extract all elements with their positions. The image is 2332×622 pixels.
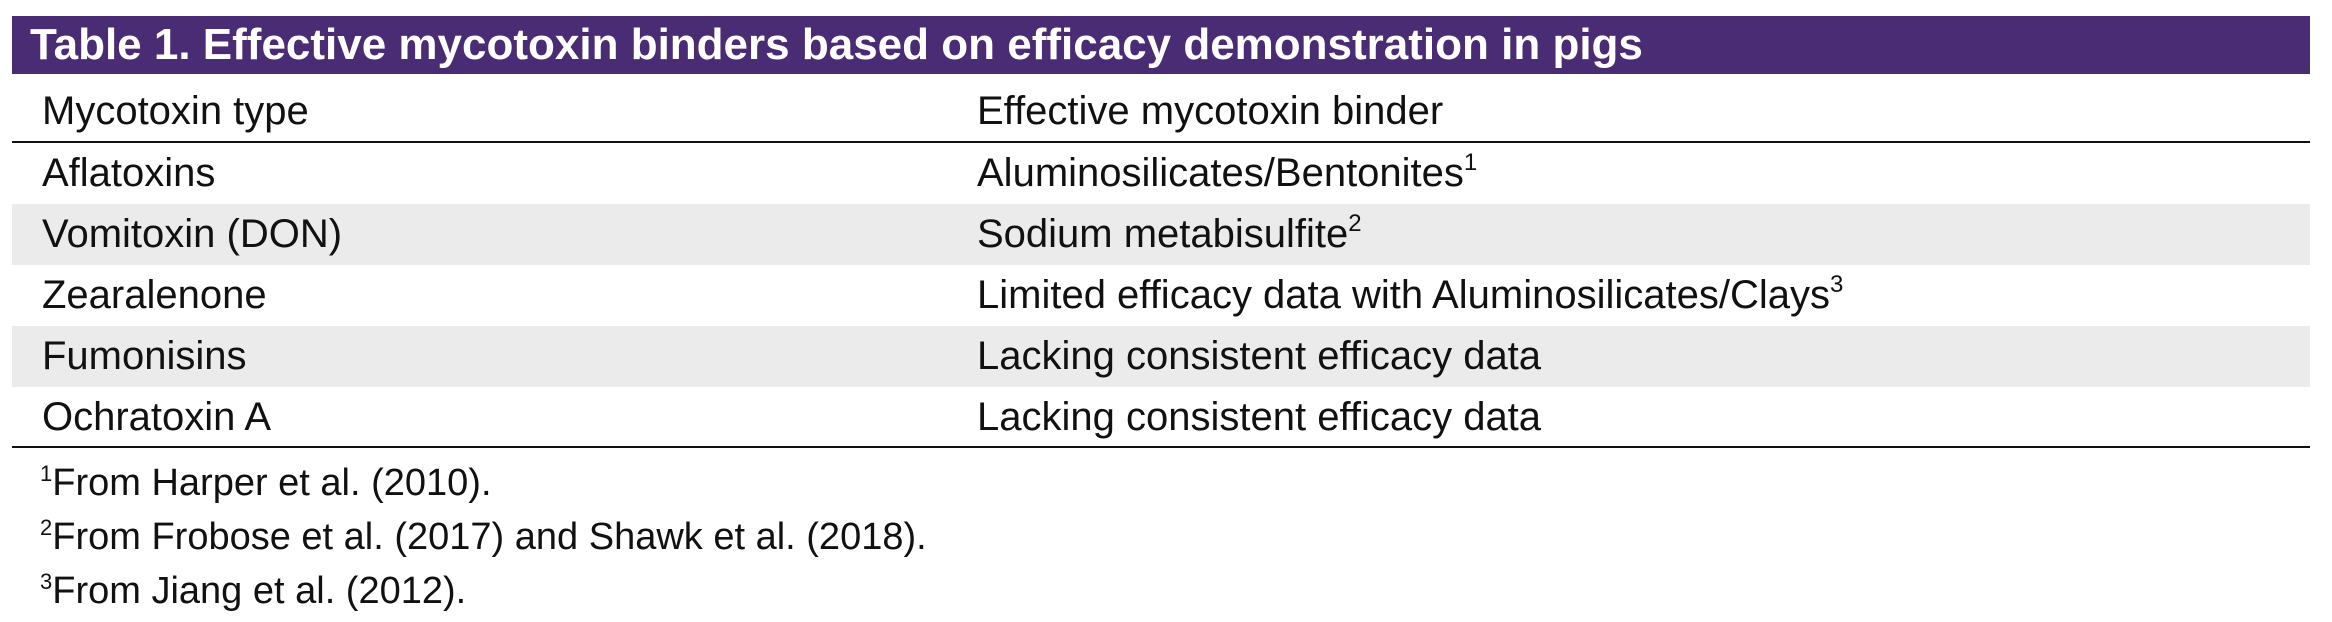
footnote: 2From Frobose et al. (2017) and Shawk et… bbox=[40, 510, 927, 564]
footnote-mark: 2 bbox=[40, 515, 53, 540]
binder-text: Sodium metabisulfite bbox=[977, 212, 1349, 256]
footnote-text: From Frobose et al. (2017) and Shawk et … bbox=[52, 516, 927, 558]
footnote-text: From Jiang et al. (2012). bbox=[52, 570, 467, 612]
table-bottom-divider bbox=[12, 446, 2310, 448]
table-body: Aflatoxins Aluminosilicates/Bentonites1 … bbox=[12, 143, 2310, 448]
footnote-ref: 2 bbox=[1348, 210, 1362, 237]
footnote-ref: 3 bbox=[1829, 271, 1844, 298]
mycotoxin-type-cell: Zearalenone bbox=[42, 273, 267, 317]
footnote-text: From Harper et al. (2010). bbox=[52, 462, 492, 504]
binder-text: Lacking consistent efficacy data bbox=[977, 334, 1542, 378]
binder-cell: Sodium metabisulfite2 bbox=[977, 204, 1362, 265]
table-header-row: Mycotoxin type Effective mycotoxin binde… bbox=[12, 80, 2310, 142]
table-title: Table 1. Effective mycotoxin binders bas… bbox=[12, 16, 2310, 74]
footnote-mark: 3 bbox=[40, 569, 53, 594]
footnote-ref: 1 bbox=[1463, 149, 1478, 176]
binder-text: Aluminosilicates/Bentonites bbox=[977, 151, 1464, 195]
footnotes: 1From Harper et al. (2010). 2From Frobos… bbox=[40, 456, 927, 618]
binder-cell: Aluminosilicates/Bentonites1 bbox=[977, 143, 1477, 204]
table-row: Aflatoxins Aluminosilicates/Bentonites1 bbox=[12, 143, 2310, 204]
table-row: Fumonisins Lacking consistent efficacy d… bbox=[12, 326, 2310, 387]
mycotoxin-type-cell: Fumonisins bbox=[42, 334, 247, 378]
binder-cell: Lacking consistent efficacy data bbox=[977, 326, 1541, 387]
binder-text: Lacking consistent efficacy data bbox=[977, 395, 1542, 439]
footnote-mark: 1 bbox=[40, 461, 53, 486]
table-row: Ochratoxin A Lacking consistent efficacy… bbox=[12, 387, 2310, 448]
header-divider bbox=[12, 141, 2310, 143]
footnote: 3From Jiang et al. (2012). bbox=[40, 564, 927, 618]
header-mycotoxin-type: Mycotoxin type bbox=[42, 89, 309, 133]
footnote: 1From Harper et al. (2010). bbox=[40, 456, 927, 510]
binder-cell: Lacking consistent efficacy data bbox=[977, 387, 1541, 448]
table-row: Vomitoxin (DON) Sodium metabisulfite2 bbox=[12, 204, 2310, 265]
mycotoxin-type-cell: Aflatoxins bbox=[42, 151, 216, 195]
binder-cell: Limited efficacy data with Aluminosilica… bbox=[977, 265, 1843, 326]
mycotoxin-type-cell: Vomitoxin (DON) bbox=[42, 212, 343, 256]
header-effective-binder: Effective mycotoxin binder bbox=[977, 89, 1444, 133]
mycotoxin-type-cell: Ochratoxin A bbox=[42, 395, 272, 439]
table-row: Zearalenone Limited efficacy data with A… bbox=[12, 265, 2310, 326]
binder-text: Limited efficacy data with Aluminosilica… bbox=[977, 273, 1830, 317]
